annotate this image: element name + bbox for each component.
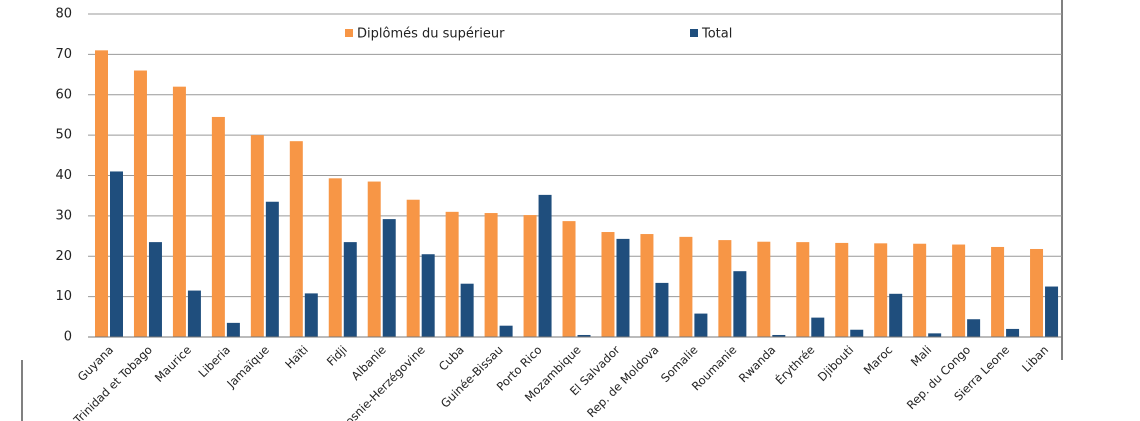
bar <box>850 329 864 337</box>
bar <box>328 178 342 337</box>
y-tick-label: 70 <box>55 47 72 62</box>
x-tick-label: Rwanda <box>736 343 778 385</box>
x-tick-label: Rep. de Moldova <box>584 343 661 420</box>
bar <box>421 254 435 337</box>
bar <box>889 293 903 337</box>
bar <box>811 317 825 337</box>
y-tick-label: 20 <box>55 249 72 264</box>
bar <box>718 240 732 337</box>
y-tick-label: 40 <box>55 168 72 183</box>
bar <box>952 244 966 337</box>
bar <box>110 171 123 337</box>
bar <box>367 181 381 337</box>
bar <box>226 322 240 337</box>
bar <box>928 333 942 337</box>
bar <box>796 242 810 337</box>
bar <box>655 282 669 337</box>
x-tick-label: Djibouti <box>815 343 856 384</box>
legend-label: Total <box>701 27 732 42</box>
bar <box>577 334 591 337</box>
y-tick-label: 30 <box>55 208 72 223</box>
bar <box>694 313 708 337</box>
bar <box>757 241 771 337</box>
x-tick-label: Mali <box>908 343 934 369</box>
bar <box>187 290 201 337</box>
bar <box>148 242 162 337</box>
bar <box>172 86 186 337</box>
legend-swatch <box>345 29 353 37</box>
bar <box>733 271 747 337</box>
bar <box>601 232 615 337</box>
bar <box>772 334 786 337</box>
legend-label: Diplômés du supérieur <box>357 27 505 42</box>
y-tick-label: 0 <box>64 330 72 345</box>
x-tick-label: Jamaïque <box>223 343 271 391</box>
bar <box>382 219 396 337</box>
bar <box>304 293 318 337</box>
bar <box>484 213 498 337</box>
x-tick-label: Fidji <box>324 343 350 369</box>
y-tick-label: 50 <box>55 128 72 143</box>
bar <box>538 194 552 337</box>
bar <box>967 319 981 337</box>
x-tick-label: Haïti <box>282 343 311 372</box>
bar <box>913 243 927 337</box>
bar <box>289 141 303 337</box>
bar <box>499 325 513 337</box>
bar <box>1006 328 1020 337</box>
x-tick-label: Liberia <box>196 343 233 380</box>
legend-swatch <box>690 29 698 37</box>
bar <box>265 201 279 337</box>
bar <box>1030 248 1044 337</box>
bar <box>562 221 576 337</box>
bar <box>133 70 147 338</box>
bar <box>460 283 474 337</box>
bar <box>1045 286 1059 337</box>
x-tick-label: Maroc <box>861 343 896 378</box>
x-tick-label: Liban <box>1019 343 1051 375</box>
bar <box>250 135 264 337</box>
bar <box>95 50 108 338</box>
x-tick-label: Cuba <box>436 343 467 374</box>
bar <box>991 246 1005 337</box>
bar <box>835 242 849 337</box>
y-tick-label: 10 <box>55 289 72 304</box>
bar <box>523 215 537 337</box>
y-tick-label: 60 <box>55 87 72 102</box>
bar <box>211 116 225 337</box>
bar <box>616 238 630 337</box>
bar <box>679 236 693 337</box>
bar <box>640 234 654 337</box>
x-tick-label: Maurice <box>152 343 194 385</box>
bar <box>874 243 888 337</box>
x-tick-label: Érythrée <box>772 342 817 387</box>
y-tick-label: 80 <box>55 7 72 22</box>
bar <box>445 211 459 337</box>
bar <box>406 199 420 337</box>
bar <box>343 242 357 337</box>
